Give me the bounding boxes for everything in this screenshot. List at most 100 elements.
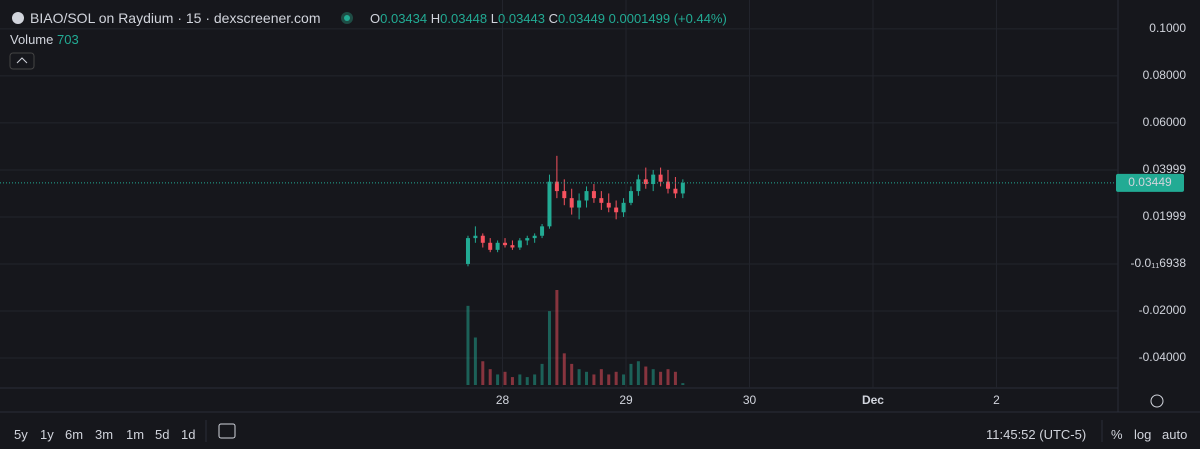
volume-key: Volume xyxy=(10,32,54,47)
y-tick-label: 0.1000 xyxy=(1149,21,1186,35)
volume-val: 703 xyxy=(57,32,79,47)
candle-body xyxy=(673,188,678,194)
c-key: C xyxy=(548,11,559,26)
range-button[interactable]: 6m xyxy=(65,427,84,442)
candle-body xyxy=(606,202,611,208)
candle-body xyxy=(532,235,537,239)
volume-bar xyxy=(562,353,566,385)
volume-bar xyxy=(622,374,626,385)
volume-bar xyxy=(659,371,663,385)
volume-bar xyxy=(518,374,522,385)
settings-icon[interactable] xyxy=(1150,394,1164,408)
y-tick-label: 0.01999 xyxy=(1143,209,1187,223)
range-button[interactable]: 5y xyxy=(14,427,28,442)
volume-bar xyxy=(599,369,603,385)
percent-toggle[interactable]: % xyxy=(1111,427,1123,442)
volume-bar xyxy=(673,371,677,385)
status-dot-inner xyxy=(344,15,350,21)
x-tick-label: 28 xyxy=(496,393,510,407)
candle-body xyxy=(628,191,633,203)
range-button[interactable]: 1m xyxy=(126,427,145,442)
range-button[interactable]: 5d xyxy=(155,427,170,442)
volume-bar xyxy=(666,369,670,385)
volume-bar xyxy=(466,305,470,385)
volume-bar xyxy=(570,363,574,385)
calendar-icon[interactable] xyxy=(218,423,236,439)
candle-body xyxy=(666,181,671,189)
x-tick-label: 30 xyxy=(743,393,757,407)
volume-bar xyxy=(510,377,514,385)
candle-body xyxy=(584,191,589,201)
candle-body xyxy=(562,191,567,199)
candle-body xyxy=(517,240,522,248)
ohlc: O0.03434 H0.03448 L0.03443 C0.03449 0.00… xyxy=(370,11,727,26)
volume-bar xyxy=(547,311,551,385)
candle-body xyxy=(465,238,470,264)
c-val: 0.03449 xyxy=(558,11,606,26)
x-tick-label: 2 xyxy=(993,393,1000,407)
volume-bar xyxy=(503,371,507,385)
volume-legend: Volume 703 xyxy=(10,32,79,47)
x-tick-label: 29 xyxy=(619,393,633,407)
candle-body xyxy=(480,235,485,243)
l-key: L xyxy=(490,11,498,26)
y-tick-label: -0.0₁₁6938 xyxy=(1131,256,1187,270)
volume-bar xyxy=(651,369,655,385)
range-button[interactable]: 3m xyxy=(95,427,114,442)
candle-body xyxy=(525,238,530,241)
candle-body xyxy=(599,198,604,203)
log-toggle[interactable]: log xyxy=(1134,427,1152,442)
clock: 11:45:52 (UTC-5) xyxy=(986,427,1087,442)
h-key: H xyxy=(430,11,441,26)
candle-body xyxy=(680,182,685,194)
o-val: 0.03434 xyxy=(380,11,428,26)
candle-body xyxy=(540,226,545,236)
range-button[interactable]: 1d xyxy=(181,427,196,442)
volume-bar xyxy=(577,369,581,385)
range-button[interactable]: 1y xyxy=(40,427,54,442)
x-tick-label: Dec xyxy=(862,393,884,407)
volume-bar xyxy=(644,366,648,385)
candle-body xyxy=(547,181,552,227)
candle-body xyxy=(651,174,656,185)
volume-bar xyxy=(629,363,633,385)
y-tick-label: 0.08000 xyxy=(1143,68,1187,82)
volume-bar xyxy=(525,377,529,385)
volume-bar xyxy=(681,383,685,385)
candle-body xyxy=(614,207,619,213)
volume-bar xyxy=(481,361,485,385)
candle-body xyxy=(495,242,500,250)
current-price-label: 0.03449 xyxy=(1128,175,1172,189)
volume-bar xyxy=(607,374,611,385)
volume-bar xyxy=(555,290,559,385)
candle-body xyxy=(510,245,515,248)
collapse-button[interactable] xyxy=(9,52,35,70)
volume-bar xyxy=(636,361,640,385)
candle-body xyxy=(569,198,574,208)
candle-body xyxy=(473,235,478,239)
logo xyxy=(12,12,24,24)
candle-body xyxy=(488,242,493,250)
candle-body xyxy=(554,181,559,192)
auto-toggle[interactable]: auto xyxy=(1162,427,1188,442)
volume-bar xyxy=(488,369,492,385)
collapse-icon xyxy=(16,57,28,64)
y-tick-label: 0.06000 xyxy=(1143,115,1187,129)
candle-body xyxy=(591,191,596,199)
o-key: O xyxy=(370,11,381,26)
l-val: 0.03443 xyxy=(498,11,545,26)
volume-bar xyxy=(592,374,596,385)
candle-body xyxy=(577,200,582,208)
y-tick-label: 0.03999 xyxy=(1143,162,1187,176)
candle-body xyxy=(621,202,626,213)
volume-bar xyxy=(614,371,618,385)
volume-bar xyxy=(473,337,477,385)
volume-bar xyxy=(585,371,589,385)
h-val: 0.03448 xyxy=(440,11,488,26)
candle-body xyxy=(643,179,648,185)
candle-body xyxy=(503,242,508,246)
candle-body xyxy=(636,179,641,192)
volume-bar xyxy=(540,363,544,385)
